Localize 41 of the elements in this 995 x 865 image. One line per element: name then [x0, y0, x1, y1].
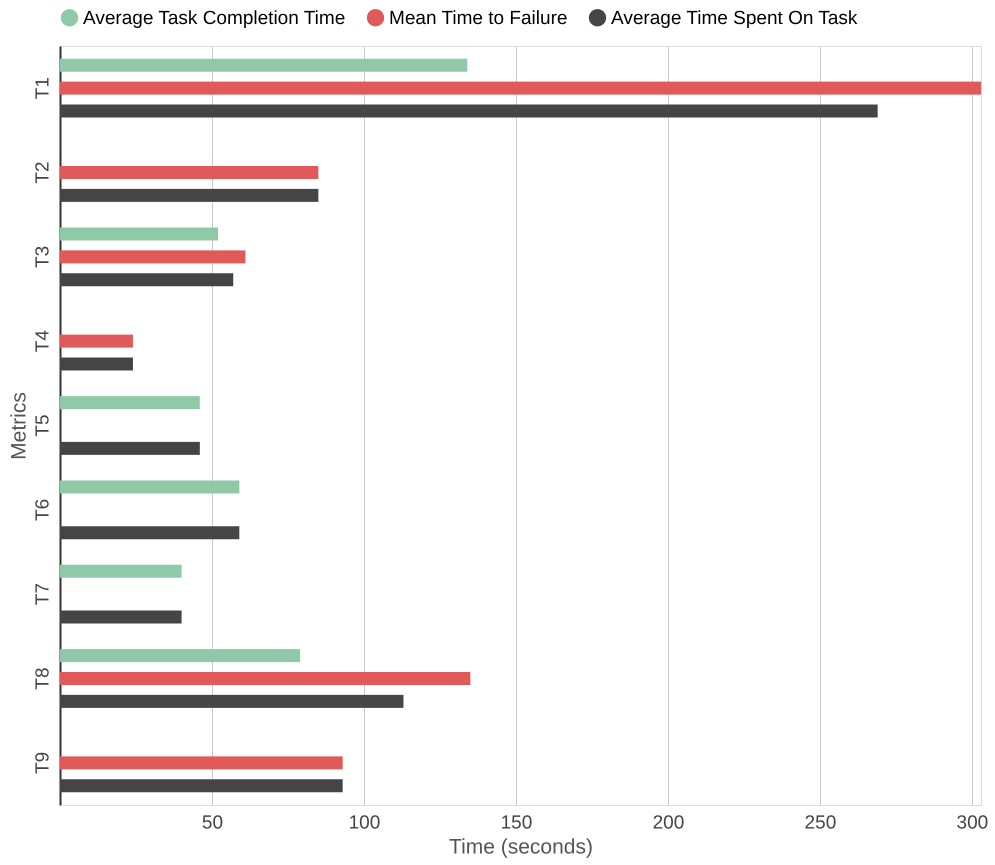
x-tick-label: 150 — [500, 812, 532, 834]
bar — [60, 564, 182, 578]
x-tick-label: 100 — [348, 812, 380, 834]
bar — [60, 779, 343, 792]
bar — [60, 442, 200, 455]
bar — [60, 166, 318, 179]
y-tick-label: T4 — [32, 330, 54, 352]
bar — [60, 273, 234, 286]
bar — [60, 334, 133, 348]
bar — [60, 188, 318, 202]
bar — [60, 649, 300, 662]
y-tick-label: T5 — [32, 414, 54, 437]
x-tick-label: 200 — [652, 812, 684, 834]
x-tick-label: 50 — [202, 812, 224, 834]
legend-label: Average Task Completion Time — [83, 8, 346, 29]
bar — [60, 58, 468, 72]
x-axis-title: Time (seconds) — [449, 836, 593, 858]
bar — [60, 104, 878, 118]
y-tick-label: T3 — [32, 246, 54, 268]
y-tick-label: T6 — [32, 498, 54, 521]
x-tick-label: 300 — [956, 812, 988, 834]
y-tick-label: T2 — [32, 161, 54, 184]
bar — [60, 480, 240, 494]
bar — [60, 82, 981, 95]
bar — [60, 526, 240, 540]
x-tick-label: 250 — [804, 812, 836, 834]
y-tick-label: T7 — [32, 583, 54, 606]
y-axis-title: Metrics — [8, 392, 30, 460]
y-tick-label: T8 — [32, 667, 54, 690]
bar — [60, 227, 218, 240]
y-tick-label: T9 — [32, 752, 54, 774]
y-tick-label: T1 — [32, 77, 54, 100]
bar — [60, 358, 133, 371]
bar — [60, 672, 470, 685]
bar — [60, 396, 200, 410]
bar — [60, 694, 404, 708]
legend-label: Average Time Spent On Task — [611, 8, 858, 29]
legend-label: Mean Time to Failure — [389, 8, 568, 29]
bar — [60, 610, 182, 624]
bar — [60, 756, 343, 770]
bar — [60, 250, 246, 264]
